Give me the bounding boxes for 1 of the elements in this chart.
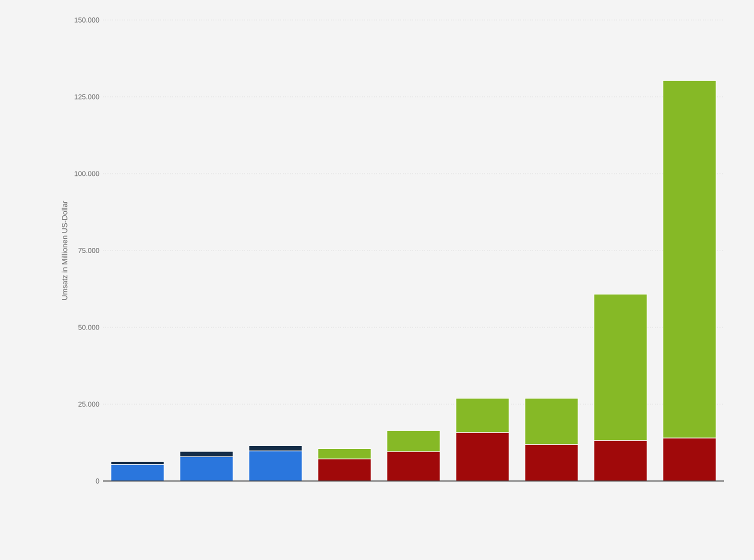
bar: [110, 464, 164, 482]
